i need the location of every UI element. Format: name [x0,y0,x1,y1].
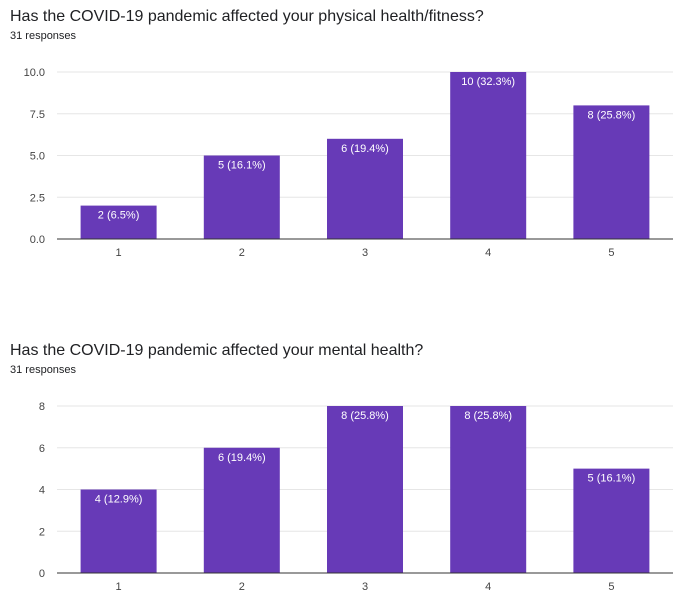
bar-data-label: 2 (6.5%) [98,210,140,222]
y-tick-label: 7.5 [30,109,45,121]
bar[interactable] [450,72,527,239]
y-tick-label: 6 [39,443,45,455]
x-tick-label: 3 [362,247,368,259]
bar[interactable] [80,489,157,574]
y-tick-label: 4 [39,485,45,497]
bar[interactable] [450,406,527,573]
bar[interactable] [327,138,403,239]
question-title: Has the COVID-19 pandemic affected your … [10,8,484,25]
bar-data-label: 6 (19.4%) [218,452,266,464]
y-tick-label: 0.0 [30,234,45,246]
bar-data-label: 4 (12.9%) [95,494,143,506]
x-tick-label: 5 [608,581,614,593]
y-tick-label: 8 [39,401,45,413]
question-card-physical-health: 0.0 2.5 5.0 7.5 10.0 2 (6.5%) 1 5 (16.1%) 2 6 (19… [0,0,691,300]
bar-chart-physical-health: 0.0 2.5 5.0 7.5 10.0 2 (6.5%) 1 5 (16.1%) 2 6 (19… [24,67,673,259]
question-card-mental-health: 0 2 4 6 8 4 (12.9%) 1 6 (19.4%) 2 8 (25.8%) 3 8 (25… [0,334,691,602]
x-tick-label: 3 [362,581,368,593]
y-tick-label: 10.0 [24,67,45,79]
y-tick-label: 2 [39,526,45,538]
x-tick-label: 1 [116,581,122,593]
bar[interactable] [573,105,650,240]
question-title: Has the COVID-19 pandemic affected your … [10,342,424,359]
y-tick-label: 0 [39,568,45,580]
y-tick-label: 2.5 [30,192,45,204]
response-count: 31 responses [10,364,77,376]
bar-data-label: 8 (25.8%) [341,410,389,422]
bar[interactable] [573,468,650,573]
x-tick-label: 1 [116,247,122,259]
y-tick-label: 5.0 [30,151,45,163]
x-tick-label: 4 [485,247,491,259]
bar-data-label: 10 (32.3%) [461,76,515,88]
x-tick-label: 2 [239,247,245,259]
bar-data-label: 5 (16.1%) [588,473,636,485]
bar[interactable] [327,406,403,573]
x-tick-label: 5 [608,247,614,259]
bar-data-label: 8 (25.8%) [464,410,512,422]
x-tick-label: 2 [239,581,245,593]
bar-data-label: 6 (19.4%) [341,143,389,155]
bar-chart-mental-health: 0 2 4 6 8 4 (12.9%) 1 6 (19.4%) 2 8 (25.8%) 3 8 (25… [39,401,673,593]
bar-data-label: 8 (25.8%) [588,109,636,121]
bar[interactable] [203,447,280,573]
bar[interactable] [203,155,280,240]
response-count: 31 responses [10,30,77,42]
x-tick-label: 4 [485,581,491,593]
bar[interactable] [80,205,157,239]
bar-data-label: 5 (16.1%) [218,160,266,172]
